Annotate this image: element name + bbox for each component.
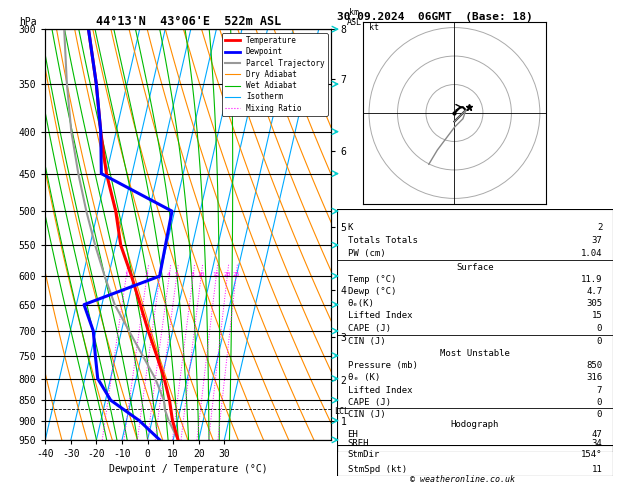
Text: 1.04: 1.04	[581, 249, 602, 259]
Text: 0: 0	[597, 337, 602, 346]
X-axis label: Dewpoint / Temperature (°C): Dewpoint / Temperature (°C)	[109, 465, 268, 474]
Text: 4: 4	[167, 272, 171, 278]
Text: 30.09.2024  06GMT  (Base: 18): 30.09.2024 06GMT (Base: 18)	[337, 12, 532, 22]
Text: km
ASL: km ASL	[347, 8, 362, 27]
Text: 2: 2	[145, 272, 148, 278]
Text: Lifted Index: Lifted Index	[348, 385, 412, 395]
Text: 15: 15	[591, 312, 602, 320]
Text: StmDir: StmDir	[348, 450, 380, 459]
Text: 850: 850	[586, 361, 602, 370]
Text: 8: 8	[191, 272, 195, 278]
Text: kt: kt	[369, 23, 379, 33]
Text: θₑ(K): θₑ(K)	[348, 299, 374, 308]
Text: 47: 47	[591, 430, 602, 439]
Text: 154°: 154°	[581, 450, 602, 459]
Text: 7: 7	[597, 385, 602, 395]
Text: © weatheronline.co.uk: © weatheronline.co.uk	[410, 474, 515, 484]
Text: 25: 25	[232, 272, 240, 278]
Text: CIN (J): CIN (J)	[348, 337, 385, 346]
Text: 11.9: 11.9	[581, 275, 602, 284]
Text: 0: 0	[597, 324, 602, 332]
Text: StmSpd (kt): StmSpd (kt)	[348, 466, 407, 474]
Text: K: K	[348, 223, 353, 232]
Text: SREH: SREH	[348, 439, 369, 448]
Text: 20: 20	[223, 272, 231, 278]
Text: CIN (J): CIN (J)	[348, 410, 385, 419]
Text: Surface: Surface	[456, 263, 494, 272]
Legend: Temperature, Dewpoint, Parcel Trajectory, Dry Adiabat, Wet Adiabat, Isotherm, Mi: Temperature, Dewpoint, Parcel Trajectory…	[221, 33, 328, 116]
Text: Most Unstable: Most Unstable	[440, 349, 510, 358]
Text: 0: 0	[597, 410, 602, 419]
Text: 5: 5	[175, 272, 179, 278]
Text: hPa: hPa	[19, 17, 37, 27]
Text: 4.7: 4.7	[586, 287, 602, 296]
Text: 11: 11	[591, 466, 602, 474]
Text: Hodograph: Hodograph	[451, 419, 499, 429]
Text: 316: 316	[586, 373, 602, 382]
Text: θₑ (K): θₑ (K)	[348, 373, 380, 382]
Text: Totals Totals: Totals Totals	[348, 236, 418, 245]
Text: EH: EH	[348, 430, 359, 439]
Title: 44°13'N  43°06'E  522m ASL: 44°13'N 43°06'E 522m ASL	[96, 15, 281, 28]
Text: PW (cm): PW (cm)	[348, 249, 385, 259]
Text: Temp (°C): Temp (°C)	[348, 275, 396, 284]
Text: Pressure (mb): Pressure (mb)	[348, 361, 418, 370]
Text: 1: 1	[124, 272, 128, 278]
Text: 2: 2	[597, 223, 602, 232]
Text: CAPE (J): CAPE (J)	[348, 398, 391, 407]
Text: 37: 37	[591, 236, 602, 245]
Text: Dewp (°C): Dewp (°C)	[348, 287, 396, 296]
Text: Lifted Index: Lifted Index	[348, 312, 412, 320]
Text: 0: 0	[597, 398, 602, 407]
Text: LCL: LCL	[335, 406, 349, 416]
Text: CAPE (J): CAPE (J)	[348, 324, 391, 332]
Text: 3: 3	[158, 272, 162, 278]
Text: 34: 34	[591, 439, 602, 448]
Text: 10: 10	[198, 272, 205, 278]
Text: 305: 305	[586, 299, 602, 308]
Text: 15: 15	[213, 272, 220, 278]
